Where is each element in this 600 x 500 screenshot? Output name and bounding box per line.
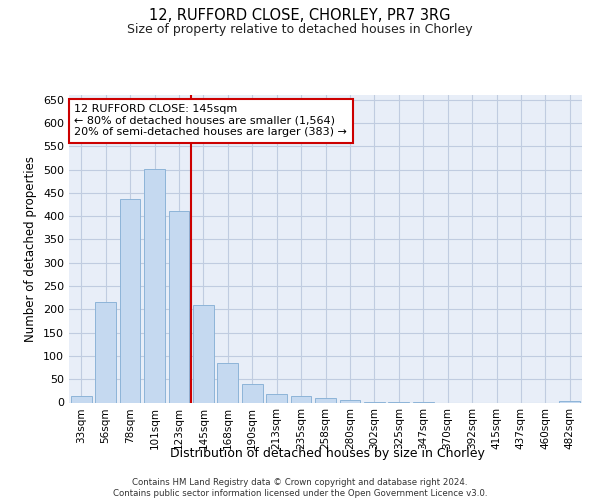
Text: Contains HM Land Registry data © Crown copyright and database right 2024.
Contai: Contains HM Land Registry data © Crown c…: [113, 478, 487, 498]
Text: Size of property relative to detached houses in Chorley: Size of property relative to detached ho…: [127, 22, 473, 36]
Text: Distribution of detached houses by size in Chorley: Distribution of detached houses by size …: [170, 448, 484, 460]
Bar: [193, 305, 214, 402]
Text: 12, RUFFORD CLOSE, CHORLEY, PR7 3RG: 12, RUFFORD CLOSE, CHORLEY, PR7 3RG: [149, 8, 451, 22]
Bar: [119, 199, 140, 402]
Bar: [315, 398, 336, 402]
Bar: [290, 396, 311, 402]
Bar: [95, 302, 116, 402]
Bar: [242, 384, 263, 402]
Bar: [559, 401, 580, 402]
Text: 12 RUFFORD CLOSE: 145sqm
← 80% of detached houses are smaller (1,564)
20% of sem: 12 RUFFORD CLOSE: 145sqm ← 80% of detach…: [74, 104, 347, 138]
Bar: [266, 394, 287, 402]
Bar: [217, 363, 238, 403]
Bar: [71, 396, 92, 402]
Bar: [144, 168, 165, 402]
Y-axis label: Number of detached properties: Number of detached properties: [25, 156, 37, 342]
Bar: [169, 212, 190, 402]
Bar: [340, 400, 361, 402]
